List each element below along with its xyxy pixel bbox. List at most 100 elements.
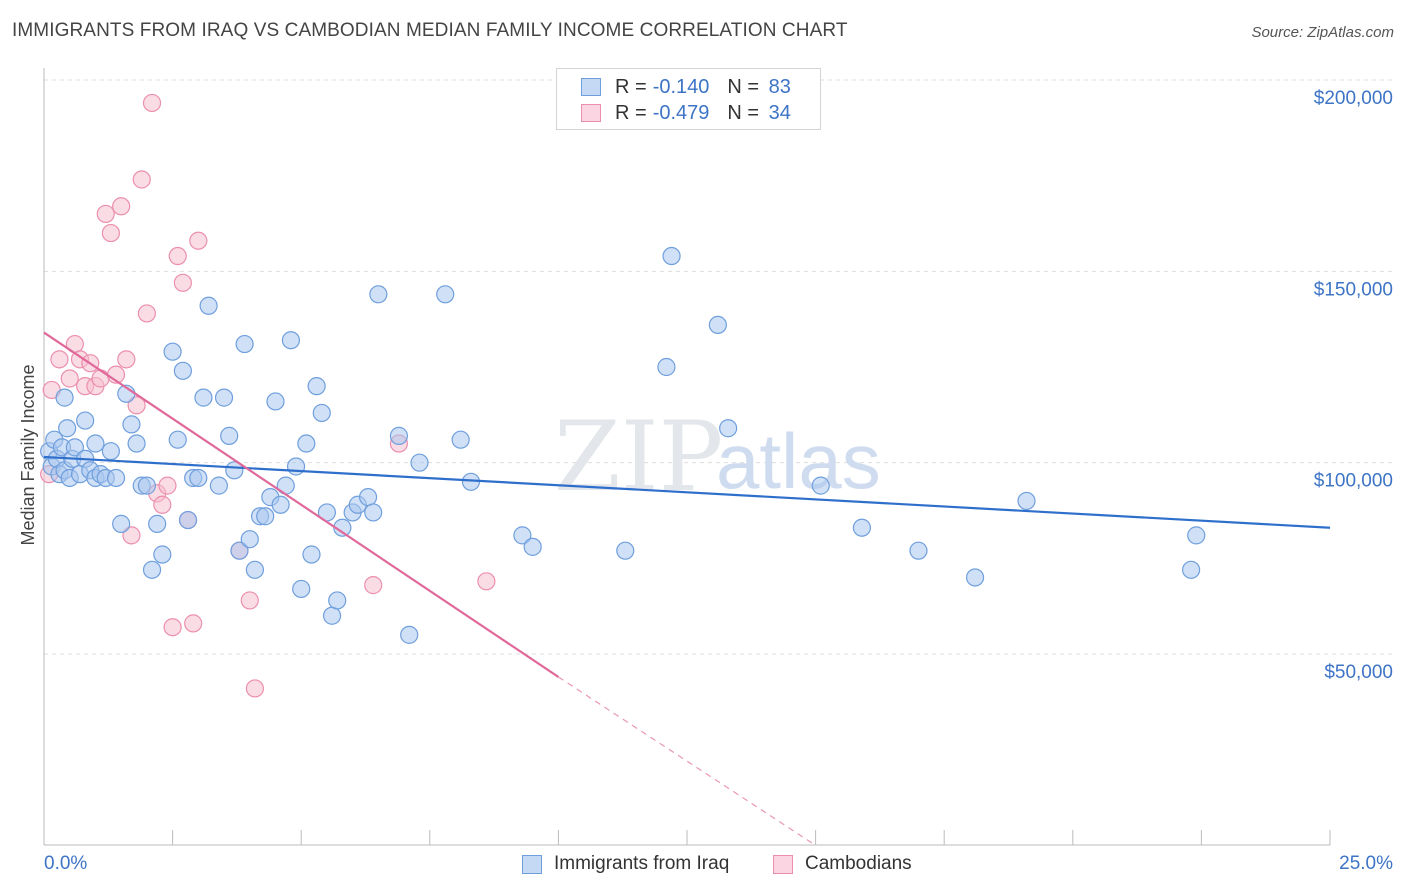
- iraq-point: [292, 579, 311, 599]
- iraq-point: [616, 541, 635, 560]
- legend-r-value-iraq: -0.140: [652, 75, 710, 98]
- x-tick-labels: 0.0% 25.0%: [44, 853, 1393, 874]
- iraq-point: [281, 331, 301, 350]
- iraq-point: [122, 415, 141, 434]
- cambodians-legend-swatch: [773, 854, 793, 874]
- cambodians-point: [168, 246, 187, 266]
- legend-n-value-cambodians: 34: [768, 101, 791, 124]
- cambodians-point: [91, 369, 110, 388]
- iraq-point: [1187, 526, 1206, 545]
- legend-n-value-iraq: 83: [768, 75, 791, 98]
- cambodians-point: [184, 614, 203, 633]
- iraq-point: [657, 357, 676, 377]
- cambodians-point: [189, 231, 208, 250]
- iraq-point: [811, 476, 830, 495]
- iraq-point: [369, 285, 388, 304]
- cambodians-swatch: [581, 104, 601, 122]
- iraq-point: [1182, 560, 1201, 579]
- iraq-point: [137, 476, 156, 495]
- iraq-point: [400, 625, 419, 644]
- iraq-point: [307, 377, 326, 396]
- cambodians-point: [245, 679, 265, 698]
- cambodians-legend-label: Cambodians: [805, 853, 912, 874]
- iraq-point: [852, 518, 871, 537]
- iraq-point: [86, 434, 105, 453]
- iraq-point: [189, 468, 208, 488]
- iraq-point: [523, 537, 542, 556]
- cambodians-point: [122, 526, 141, 545]
- iraq-point: [230, 541, 249, 560]
- cambodians-points: [40, 93, 496, 698]
- iraq-swatch: [581, 78, 601, 96]
- iraq-legend-label: Immigrants from Iraq: [554, 853, 730, 874]
- iraq-point: [271, 495, 290, 514]
- iraq-point: [297, 434, 316, 453]
- x-tick-label-max: 25.0%: [1339, 853, 1393, 874]
- iraq-point: [178, 510, 198, 530]
- y-tick-labels: $50,000 $100,000 $150,000 $200,000: [1314, 88, 1393, 683]
- cambodians-point: [142, 93, 162, 113]
- cambodians-point: [163, 618, 182, 637]
- y-axis-label: Median Family Income: [18, 364, 38, 545]
- iraq-point: [163, 342, 182, 361]
- iraq-point: [266, 392, 285, 411]
- legend-row-cambodians: R = -0.479 N = 34: [581, 100, 791, 126]
- iraq-point: [58, 419, 77, 438]
- watermark-zip: ZIP: [554, 401, 723, 513]
- iraq-points: [40, 246, 1206, 644]
- iraq-trend-line: [43, 455, 1331, 529]
- iraq-point: [389, 426, 409, 445]
- iraq-point: [1017, 491, 1036, 511]
- cambodians-trend-extension: [558, 676, 816, 846]
- iraq-point: [312, 403, 331, 423]
- bottom-legend-iraq[interactable]: Immigrants from Iraq: [522, 851, 729, 877]
- iraq-point: [708, 315, 727, 335]
- cambodians-point: [477, 572, 496, 591]
- iraq-point: [112, 514, 131, 533]
- legend-n-label: N =: [727, 101, 760, 124]
- cambodians-point: [132, 170, 151, 189]
- iraq-point: [410, 453, 429, 472]
- cambodians-point: [127, 396, 146, 415]
- iraq-point: [148, 514, 167, 533]
- iraq-point: [153, 545, 172, 564]
- iraq-point: [76, 411, 95, 430]
- legend-n-cambodians: N = 34: [727, 102, 791, 125]
- iraq-point: [513, 526, 532, 545]
- cambodians-trend-line: [43, 331, 560, 678]
- cambodians-point: [50, 350, 69, 369]
- iraq-point: [436, 285, 455, 304]
- cambodians-point: [101, 223, 120, 243]
- cambodians-point: [240, 591, 259, 610]
- y-tick-label: $50,000: [1324, 662, 1393, 683]
- x-tick-label-min: 0.0%: [44, 853, 87, 874]
- correlation-legend: R = -0.140 N = 83 R = -0.479 N = 34: [556, 68, 821, 130]
- cambodians-point: [173, 273, 192, 292]
- y-tick-label: $200,000: [1314, 88, 1393, 109]
- iraq-point: [173, 361, 192, 380]
- iraq-point: [451, 430, 470, 449]
- iraq-point: [662, 246, 681, 266]
- iraq-point: [55, 388, 74, 407]
- iraq-point: [245, 560, 265, 579]
- iraq-point: [194, 388, 213, 407]
- cambodians-point: [117, 350, 136, 369]
- iraq-point: [235, 334, 254, 354]
- iraq-point: [256, 507, 275, 526]
- iraq-point: [101, 442, 120, 461]
- iraq-point: [106, 468, 126, 488]
- legend-r-label: R =: [615, 75, 647, 98]
- legend-n-label: N =: [727, 75, 760, 98]
- cambodians-point: [158, 476, 177, 495]
- iraq-point: [209, 476, 228, 495]
- cambodians-point: [137, 304, 156, 323]
- iraq-point: [168, 430, 187, 449]
- legend-n-iraq: N = 83: [727, 76, 791, 99]
- trend-lines: [43, 331, 1331, 846]
- cambodians-point: [153, 495, 172, 514]
- iraq-point: [214, 388, 234, 407]
- bottom-legend-cambodians[interactable]: Cambodians: [773, 851, 912, 877]
- legend-row-iraq: R = -0.140 N = 83: [581, 74, 791, 100]
- y-tick-label: $150,000: [1314, 279, 1393, 300]
